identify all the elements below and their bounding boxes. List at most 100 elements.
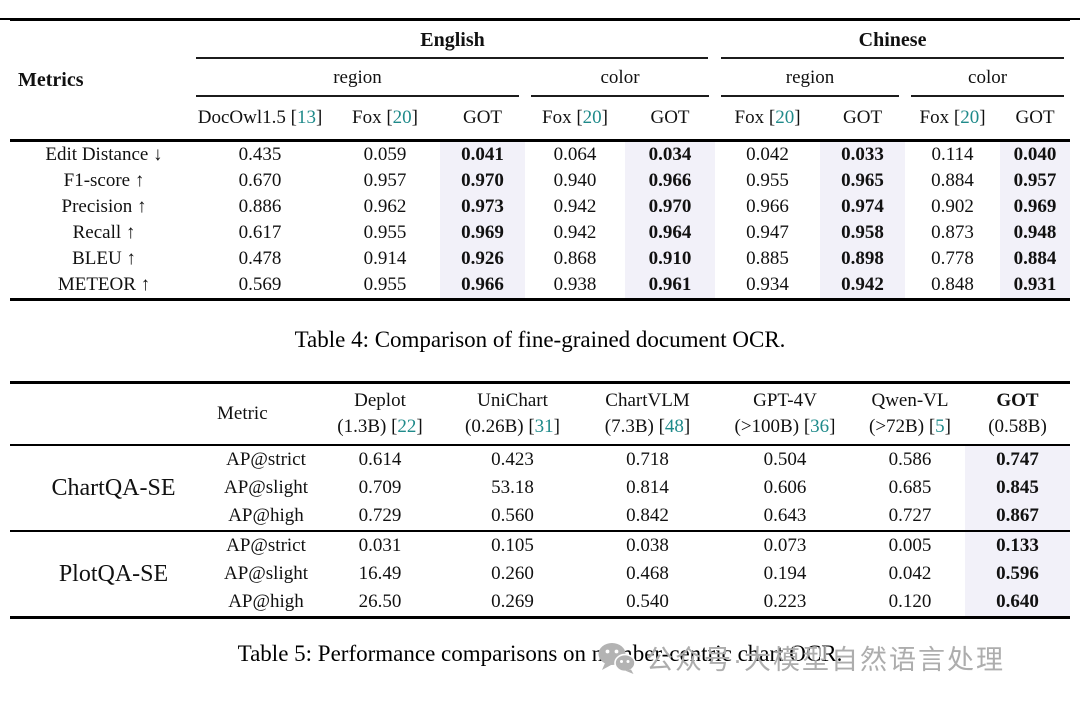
table-row: AP@slight 0.709 53.18 0.814 0.606 0.685 0.845: [10, 474, 1070, 502]
value-cell: 0.884: [931, 170, 974, 191]
metric-label: AP@slight: [223, 477, 308, 498]
metric-label: Precision ↑: [61, 196, 147, 217]
table5-caption: Table 5: Performance comparisons on numb…: [237, 641, 843, 666]
citation-link[interactable]: 13: [296, 107, 316, 128]
value-cell: 0.886: [238, 196, 282, 217]
value-cell: 0.042: [888, 563, 932, 584]
value-cell: 0.947: [746, 222, 789, 243]
value-cell: 16.49: [358, 563, 402, 584]
value-cell: 0.073: [763, 535, 807, 556]
chart-ocr-table: Metric Deplot (1.3B) [22] UniChart (0.26B) […: [10, 381, 1070, 619]
model-name: ChartVLM: [605, 390, 690, 411]
got-value-cell: 0.931: [1000, 272, 1071, 300]
got-value-cell: 0.747: [965, 445, 1070, 474]
column-header-fox: Fox [20]: [352, 107, 418, 128]
got-value-cell: 0.966: [625, 168, 716, 194]
value-cell: 0.902: [931, 196, 974, 217]
column-header-fox: Fox [20]: [734, 107, 801, 128]
got-value-cell: 0.970: [440, 168, 525, 194]
value-cell: 0.942: [553, 196, 597, 217]
value-cell: 0.709: [358, 477, 402, 498]
model-name: GPT-4V: [753, 390, 817, 411]
value-cell: 0.934: [746, 274, 789, 295]
got-value-cell: 0.867: [965, 502, 1070, 531]
language-group-chinese: Chinese: [858, 28, 927, 51]
got-value-cell: 0.033: [820, 140, 906, 168]
value-cell: 0.718: [626, 449, 669, 470]
fine-grained-ocr-table-wrap: Metrics English Chinese region color reg…: [10, 18, 1071, 301]
citation-link[interactable]: 31: [534, 416, 554, 437]
citation-link[interactable]: 36: [810, 416, 830, 437]
value-cell: 0.873: [931, 222, 974, 243]
table-row: BLEU ↑ 0.478 0.914 0.926 0.868 0.910 0.885 0.89…: [10, 246, 1071, 272]
got-value-cell: 0.133: [965, 531, 1070, 560]
value-cell: 0.955: [363, 222, 407, 243]
got-value-cell: 0.969: [1000, 194, 1071, 220]
value-cell: 0.955: [363, 274, 407, 295]
value-cell: 0.435: [238, 144, 282, 165]
column-header-got: GOT (0.58B): [965, 383, 1070, 446]
table-row: AP@slight 16.49 0.260 0.468 0.194 0.042 0.596: [10, 560, 1070, 588]
metric-label: AP@high: [228, 591, 304, 612]
value-cell: 0.269: [491, 591, 534, 612]
value-cell: 0.614: [358, 449, 402, 470]
column-header-deplot: Deplot (1.3B) [22]: [315, 383, 445, 446]
value-cell: 0.938: [553, 274, 597, 295]
column-header-qwen-vl: Qwen-VL (>72B) [5]: [855, 383, 965, 446]
table-row: Precision ↑ 0.886 0.962 0.973 0.942 0.970 0.96…: [10, 194, 1071, 220]
metric-label: BLEU ↑: [72, 248, 136, 269]
value-cell: 0.059: [363, 144, 407, 165]
cmidrule-chinese-color: [911, 95, 1064, 97]
dataset-section-plotqa-se: PlotQA-SE AP@strict 0.031 0.105 0.038 0.073 0.…: [10, 531, 1070, 618]
citation-link[interactable]: 20: [392, 107, 412, 128]
watermark-text: 公众号·大模型自然语言处理: [646, 645, 1005, 675]
metric-label: AP@strict: [226, 449, 306, 470]
citation-link[interactable]: 5: [935, 416, 945, 437]
table-row: PlotQA-SE AP@strict 0.031 0.105 0.038 0.073 0.…: [10, 531, 1070, 587]
model-name: GOT: [996, 390, 1039, 411]
citation-link[interactable]: 20: [960, 107, 980, 128]
value-cell: 0.606: [763, 477, 807, 498]
metric-label: METEOR ↑: [57, 274, 151, 295]
value-cell: 0.942: [553, 222, 597, 243]
column-header-got: GOT: [843, 107, 883, 128]
value-cell: 0.729: [358, 505, 402, 526]
cmidrule-chinese-region: [721, 95, 899, 97]
value-cell: 0.848: [931, 274, 974, 295]
got-value-cell: 0.596: [965, 560, 1070, 588]
value-cell: 0.120: [888, 591, 932, 612]
value-cell: 0.042: [746, 144, 789, 165]
got-value-cell: 0.964: [625, 220, 716, 246]
fine-grained-ocr-table: Metrics English Chinese region color reg…: [10, 18, 1071, 301]
citation-link[interactable]: 20: [582, 107, 602, 128]
subgroup-chinese-region: region: [785, 67, 835, 88]
metric-label: Edit Distance ↓: [45, 144, 163, 165]
column-header-unichart: UniChart (0.26B) [31]: [445, 383, 580, 446]
value-cell: 26.50: [358, 591, 402, 612]
citation-link[interactable]: 48: [664, 416, 684, 437]
got-value-cell: 0.898: [820, 246, 906, 272]
table-row: Recall ↑ 0.617 0.955 0.969 0.942 0.964 0.947 0.…: [10, 220, 1071, 246]
table-row: AP@high 0.729 0.560 0.842 0.643 0.727 0.867: [10, 502, 1070, 531]
got-value-cell: 0.041: [440, 140, 525, 168]
subgroup-english-region: region: [333, 67, 382, 88]
value-cell: 0.814: [626, 477, 669, 498]
dataset-label: PlotQA-SE: [58, 560, 169, 587]
subgroup-chinese-color: color: [968, 67, 1008, 88]
value-cell: 0.962: [363, 196, 407, 217]
value-cell: 0.031: [358, 535, 402, 556]
got-value-cell: 0.884: [1000, 246, 1071, 272]
got-value-cell: 0.640: [965, 588, 1070, 618]
model-name: UniChart: [477, 390, 548, 411]
dataset-column-header: [10, 383, 195, 446]
metric-label: AP@strict: [226, 535, 306, 556]
column-header-got: GOT: [650, 107, 690, 128]
citation-link[interactable]: 20: [775, 107, 795, 128]
got-value-cell: 0.926: [440, 246, 525, 272]
value-cell: 0.955: [746, 170, 789, 191]
chart-ocr-table-wrap: Metric Deplot (1.3B) [22] UniChart (0.26B) […: [10, 381, 1070, 619]
table4-caption: Table 4: Comparison of fine-grained docu…: [294, 327, 786, 352]
citation-link[interactable]: 22: [397, 416, 417, 437]
metric-label: AP@slight: [223, 563, 308, 584]
value-cell: 0.504: [763, 449, 807, 470]
